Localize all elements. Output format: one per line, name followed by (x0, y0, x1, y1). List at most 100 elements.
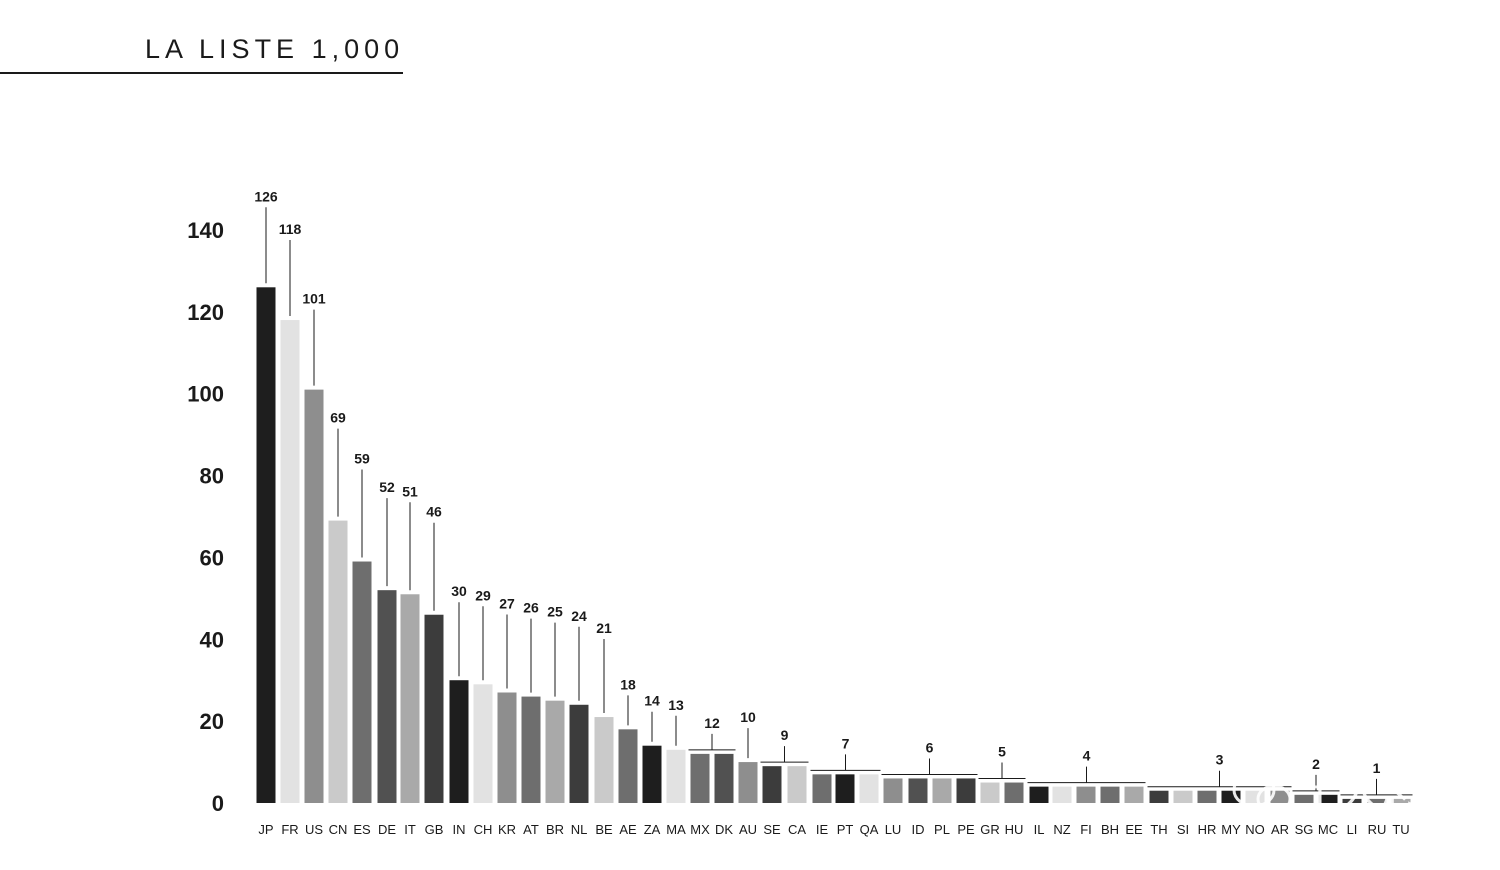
data-label: 13 (668, 697, 684, 713)
data-label-group: 59 (354, 451, 370, 558)
x-tick-label: BR (546, 822, 564, 837)
x-tick-label: SG (1295, 822, 1314, 837)
x-tick-label: CH (474, 822, 493, 837)
bar-us (304, 389, 324, 803)
wechat-icon (1232, 772, 1292, 814)
bar-si (1173, 790, 1193, 803)
x-tick-label: MX (690, 822, 710, 837)
bar-ca (787, 766, 807, 803)
y-tick-label: 100 (187, 382, 224, 407)
data-label: 24 (571, 608, 587, 624)
x-tick-label: PT (837, 822, 854, 837)
data-label: 101 (302, 291, 326, 307)
y-tick-label: 60 (200, 545, 224, 570)
bar-tu (1391, 798, 1411, 803)
y-tick-label: 140 (187, 218, 224, 243)
x-tick-label: MY (1221, 822, 1241, 837)
data-label-group: 26 (523, 600, 539, 693)
x-tick-label: KR (498, 822, 516, 837)
bar-hu (1004, 782, 1024, 803)
bar-dk (714, 753, 734, 803)
chart-title: LA LISTE 1,000 (145, 34, 405, 64)
data-label-group: 25 (547, 604, 563, 697)
x-tick-label: DK (715, 822, 733, 837)
x-tick-label: ID (912, 822, 925, 837)
bars (256, 287, 1411, 803)
data-label-group: 24 (571, 608, 587, 701)
data-label: 69 (330, 410, 346, 426)
data-label-group: 9 (760, 727, 809, 763)
data-label-group: 10 (740, 709, 756, 759)
x-tick-label: NO (1245, 822, 1265, 837)
bar-jp (256, 287, 276, 803)
data-label-group: 118 (279, 221, 302, 317)
bar-ma (666, 749, 686, 803)
x-tick-label: SE (763, 822, 781, 837)
bar-at (521, 696, 541, 803)
data-label-group: 14 (644, 693, 660, 742)
x-tick-label: JP (258, 822, 273, 837)
bar-it (400, 594, 420, 803)
x-tick-label: LI (1347, 822, 1358, 837)
bar-ar (1270, 790, 1290, 803)
data-label-group: 51 (402, 483, 418, 591)
bar-gb (424, 614, 444, 803)
x-tick-label: NZ (1053, 822, 1070, 837)
data-label-group: 21 (596, 620, 612, 714)
y-tick-label: 80 (200, 464, 224, 489)
data-label: 126 (254, 188, 278, 204)
bar-gr (980, 782, 1000, 803)
bar-mc (1318, 794, 1338, 803)
x-tick-label: AR (1271, 822, 1289, 837)
x-tick-label: CN (329, 822, 348, 837)
bar-fr (280, 320, 300, 803)
x-tick-label: GR (980, 822, 1000, 837)
bar-pt (835, 774, 855, 803)
data-label-group: 69 (330, 410, 346, 517)
x-tick-label: MC (1318, 822, 1338, 837)
data-label-group: 2 (1292, 756, 1340, 792)
data-label-group: 5 (978, 744, 1026, 780)
data-label-group: 13 (668, 697, 684, 746)
bar-ch (473, 684, 493, 803)
x-tick-label: NL (571, 822, 588, 837)
data-label: 18 (620, 676, 636, 692)
bar-au (738, 762, 758, 803)
watermark: 土人志 (1232, 770, 1420, 816)
data-label: 4 (1083, 748, 1091, 764)
x-tick-label: RU (1368, 822, 1387, 837)
bar-nz (1052, 786, 1072, 803)
data-label: 46 (426, 504, 442, 520)
bar-fi (1076, 786, 1096, 803)
bar-hr (1197, 790, 1217, 803)
data-label-group: 1 (1340, 760, 1413, 796)
data-label: 118 (279, 221, 302, 237)
bar-il (1029, 786, 1049, 803)
bar-qa (859, 774, 879, 803)
x-tick-label: BH (1101, 822, 1119, 837)
x-tick-label: PL (934, 822, 950, 837)
data-label: 30 (451, 583, 467, 599)
x-tick-label: ZA (644, 822, 661, 837)
x-tick-label: IT (404, 822, 416, 837)
data-label-group: 4 (1027, 748, 1146, 784)
data-label-group: 46 (426, 504, 442, 611)
x-tick-label: SI (1177, 822, 1189, 837)
bar-kr (497, 692, 517, 803)
bar-cn (328, 520, 348, 803)
bar-be (594, 717, 614, 803)
x-tick-label: HU (1005, 822, 1024, 837)
data-label-group: 18 (620, 676, 636, 726)
x-tick-label: AE (619, 822, 637, 837)
bar-de (377, 590, 397, 803)
data-label: 59 (354, 451, 370, 467)
x-tick-label: TU (1392, 822, 1409, 837)
data-label-group: 6 (881, 739, 978, 775)
x-tick-label: QA (860, 822, 879, 837)
x-tick-label: LU (885, 822, 902, 837)
x-tick-label: IE (816, 822, 829, 837)
data-label: 25 (547, 604, 563, 620)
y-tick-label: 0 (212, 791, 224, 816)
x-tick-label: FI (1080, 822, 1092, 837)
